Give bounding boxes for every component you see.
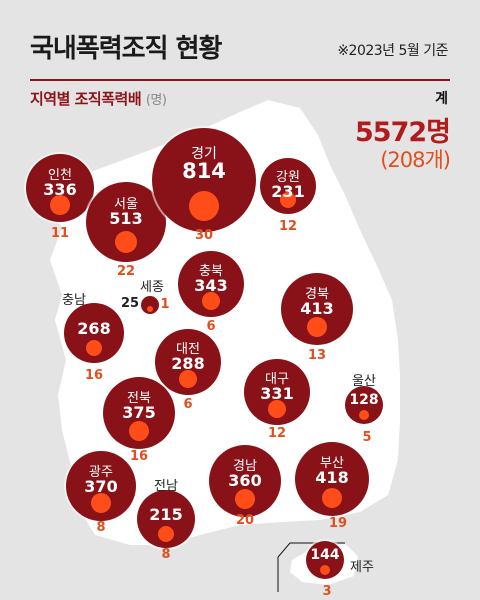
- member-count: 418: [315, 468, 349, 488]
- group-count: 11: [50, 226, 70, 241]
- title-divider: [30, 79, 450, 81]
- member-count: 25: [120, 296, 140, 311]
- region-name: 광주: [89, 464, 113, 480]
- region-name: 인천: [48, 167, 72, 183]
- group-dot: [86, 340, 102, 357]
- region-bubble-seoul: 서울 513: [86, 182, 166, 262]
- region-bubble-jeonbuk: 전북 375: [103, 377, 175, 449]
- group-count: 19: [328, 516, 348, 531]
- region-name: 울산: [352, 374, 376, 389]
- group-dot: [91, 493, 111, 514]
- group-count: 1: [160, 297, 170, 312]
- region-bubble-daegu: 대구 331: [244, 359, 310, 425]
- group-dot: [189, 190, 219, 221]
- group-count: 22: [116, 264, 136, 279]
- group-count: 13: [307, 348, 327, 363]
- region-bubble-gyeonggi: 경기 814: [152, 128, 256, 232]
- region-name: 부산: [320, 456, 344, 472]
- page-title: 국내폭력조직 현황: [30, 34, 222, 64]
- region-bubble-gyeongnam: 경남 360: [209, 445, 281, 517]
- region-name: 대구: [265, 372, 289, 388]
- member-count: 268: [77, 318, 111, 338]
- region-name: 대전: [176, 342, 200, 358]
- region-bubble-sejong: [141, 296, 159, 314]
- group-dot: [179, 369, 197, 388]
- group-count: 8: [96, 520, 106, 535]
- total-members: 5572명: [355, 117, 451, 148]
- region-bubble-chungbuk: 충북 343: [178, 251, 244, 317]
- member-count: 814: [182, 158, 226, 183]
- group-count: 16: [129, 449, 149, 464]
- group-dot: [129, 421, 149, 442]
- region-bubble-ulsan: 128: [345, 386, 383, 424]
- total-groups: (208개): [380, 148, 451, 172]
- group-dot: [307, 317, 327, 338]
- group-count: 6: [183, 397, 193, 412]
- subtitle-unit: (명): [145, 93, 167, 108]
- member-count: 375: [122, 403, 156, 423]
- group-dot: [158, 525, 174, 542]
- member-count: 336: [43, 179, 77, 199]
- region-name: 세종: [140, 280, 164, 295]
- region-name: 전남: [154, 479, 178, 494]
- group-dot: [359, 409, 369, 420]
- region-bubble-gwangju: 광주 370: [66, 451, 136, 521]
- region-bubble-gangwon: 강원 231: [260, 158, 316, 214]
- region-name: 경남: [233, 459, 257, 475]
- region-bubble-jeju: 144: [306, 541, 344, 579]
- group-dot: [235, 489, 255, 510]
- region-name: 강원: [276, 169, 300, 185]
- member-count: 343: [194, 276, 228, 296]
- group-dot: [280, 191, 296, 208]
- region-bubble-chungnam: 268: [64, 303, 124, 363]
- member-count: 128: [349, 392, 379, 409]
- region-name: 전북: [127, 391, 151, 407]
- member-count: 215: [149, 504, 183, 524]
- group-dot: [268, 399, 286, 418]
- member-count: 513: [109, 209, 143, 229]
- member-count: 331: [260, 384, 294, 404]
- group-dot: [147, 306, 153, 313]
- group-dot: [320, 564, 330, 575]
- date-note: ※2023년 5월 기준: [337, 43, 448, 59]
- member-count: 288: [171, 354, 205, 374]
- subtitle-text: 지역별 조직폭력배: [30, 90, 142, 108]
- member-count: 360: [228, 471, 262, 491]
- group-count: 16: [84, 368, 104, 383]
- region-name: 충남: [62, 293, 86, 308]
- region-name: 경북: [305, 287, 329, 303]
- member-count: 413: [300, 299, 334, 319]
- member-count: 144: [310, 547, 340, 564]
- total-label: 계: [435, 91, 448, 107]
- group-count: 8: [161, 547, 171, 562]
- group-count: 3: [322, 584, 332, 599]
- group-dot: [115, 231, 137, 254]
- group-dot: [50, 194, 70, 215]
- group-dot: [322, 487, 342, 508]
- member-count: 370: [84, 476, 118, 496]
- region-name: 충북: [199, 264, 223, 280]
- group-count: 20: [235, 513, 255, 528]
- group-count: 12: [267, 426, 287, 441]
- region-name: 제주: [350, 560, 374, 575]
- group-count: 30: [194, 228, 214, 243]
- group-count: 6: [206, 319, 216, 334]
- group-count: 5: [362, 430, 372, 445]
- region-bubble-daejeon: 대전 288: [155, 329, 221, 395]
- group-dot: [202, 291, 220, 310]
- member-count: 231: [271, 181, 305, 201]
- subtitle: 지역별 조직폭력배 (명): [30, 88, 167, 109]
- region-bubble-gyeongbuk: 경북 413: [281, 273, 353, 345]
- region-bubble-incheon: 인천 336: [26, 154, 94, 222]
- region-bubble-jeonnam: 215: [137, 490, 195, 548]
- region-bubble-busan: 부산 418: [295, 442, 369, 516]
- group-count: 12: [278, 219, 298, 234]
- region-name: 경기: [191, 145, 217, 162]
- region-name: 서울: [114, 197, 138, 213]
